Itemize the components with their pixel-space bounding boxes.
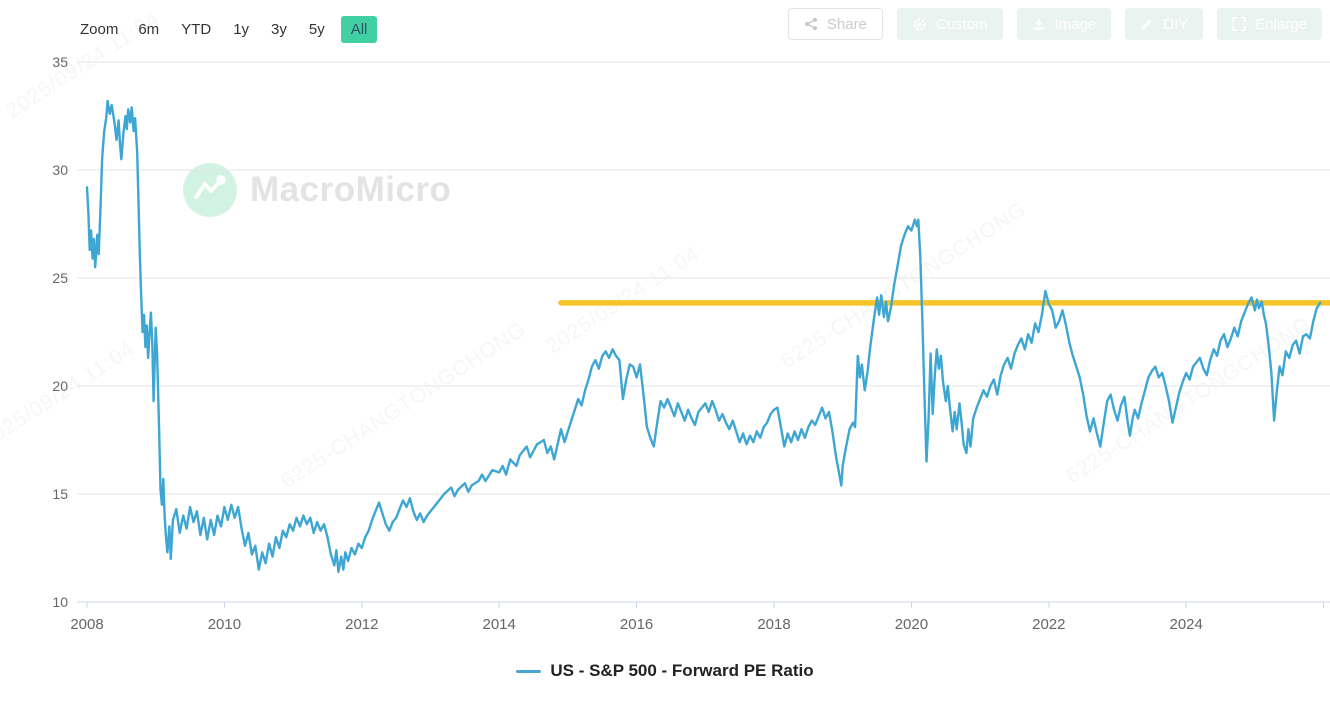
x-axis-label: 2018 xyxy=(757,616,790,633)
gear-icon xyxy=(912,17,927,32)
range-all[interactable]: All xyxy=(340,16,378,43)
action-toolbar: Share Custom Image xyxy=(787,8,1322,40)
share-label: Share xyxy=(826,15,867,33)
x-axis-label: 2014 xyxy=(483,616,516,633)
share-button[interactable]: Share xyxy=(787,8,883,40)
enlarge-button[interactable]: Enlarge xyxy=(1217,8,1322,40)
custom-label: Custom xyxy=(935,15,988,33)
y-axis-label: 15 xyxy=(52,486,68,502)
image-button[interactable]: Image xyxy=(1016,8,1112,40)
legend-marker-line xyxy=(516,669,542,673)
download-icon xyxy=(1032,17,1046,31)
range-toolbar: Zoom 6m YTD 1y 3y 5y All xyxy=(80,16,378,43)
range-5y[interactable]: 5y xyxy=(303,16,331,43)
legend-item[interactable]: US - S&P 500 - Forward PE Ratio xyxy=(0,661,1330,681)
y-axis-label: 20 xyxy=(52,378,68,394)
y-axis-label: 10 xyxy=(52,594,68,610)
legend-label: US - S&P 500 - Forward PE Ratio xyxy=(550,661,814,680)
x-axis-label: 2008 xyxy=(70,616,103,633)
x-axis-label: 2010 xyxy=(208,616,241,633)
x-axis-label: 2022 xyxy=(1032,616,1065,633)
diy-label: DIY xyxy=(1163,15,1189,33)
zoom-label: Zoom xyxy=(80,21,119,38)
diy-button[interactable]: DIY xyxy=(1125,8,1204,40)
range-ytd[interactable]: YTD xyxy=(175,16,217,43)
x-axis-label: 2016 xyxy=(620,616,653,633)
x-axis-label: 2012 xyxy=(345,616,378,633)
share-icon xyxy=(804,17,818,31)
pencil-icon xyxy=(1140,17,1154,31)
y-axis-label: 30 xyxy=(52,162,68,178)
enlarge-icon xyxy=(1232,17,1247,31)
custom-button[interactable]: Custom xyxy=(896,8,1003,40)
range-6m[interactable]: 6m xyxy=(132,16,165,43)
series-line[interactable] xyxy=(85,99,1322,573)
enlarge-label: Enlarge xyxy=(1255,15,1307,33)
x-axis-label: 2020 xyxy=(895,616,928,633)
y-axis-label: 25 xyxy=(52,270,68,286)
x-axis-label: 2024 xyxy=(1170,616,1203,633)
range-1y[interactable]: 1y xyxy=(227,16,255,43)
range-3y[interactable]: 3y xyxy=(265,16,293,43)
image-label: Image xyxy=(1054,15,1097,33)
range-buttons: 6m YTD 1y 3y 5y All xyxy=(132,16,378,43)
y-axis-label: 35 xyxy=(52,54,68,70)
